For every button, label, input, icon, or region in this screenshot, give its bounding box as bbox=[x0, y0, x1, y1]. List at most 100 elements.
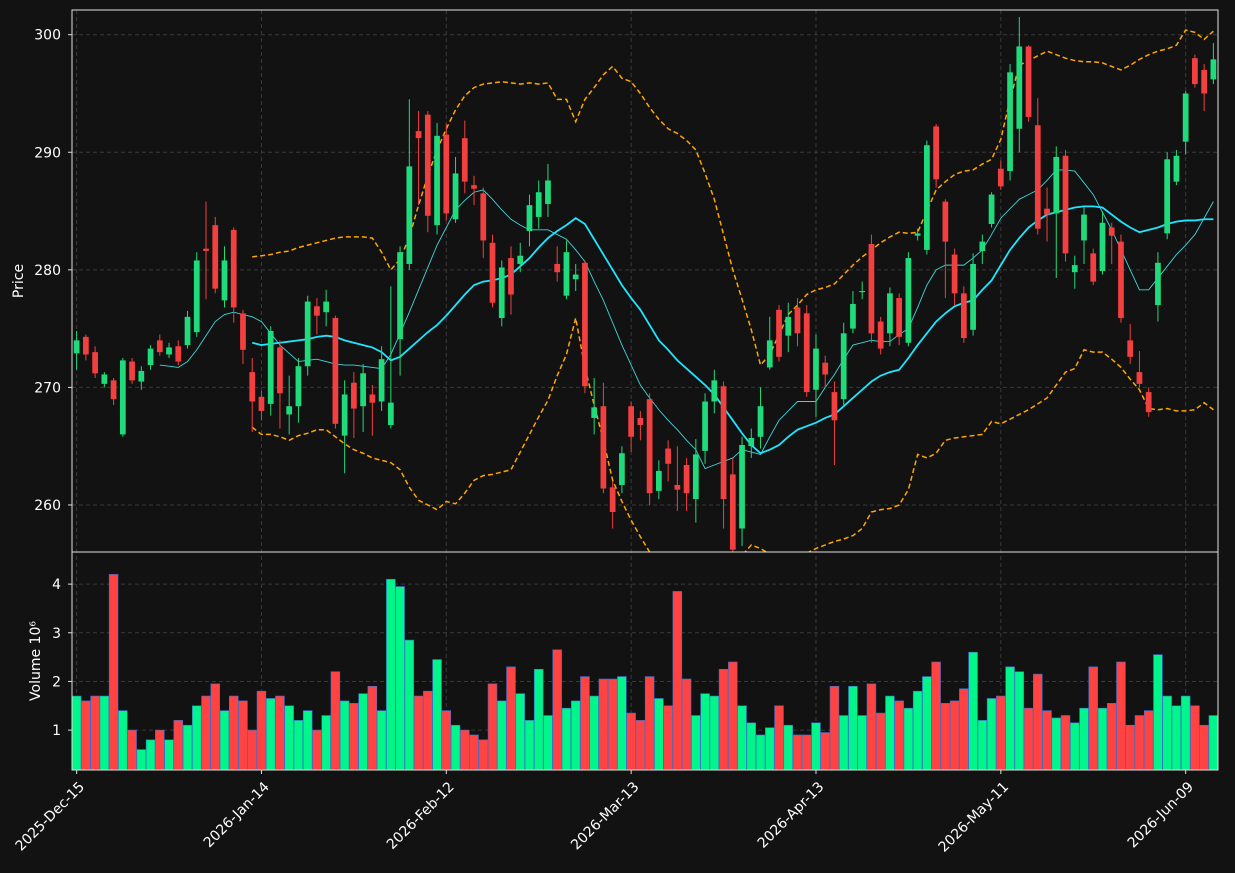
volume-bar bbox=[949, 700, 960, 770]
volume-bar bbox=[192, 705, 202, 770]
volume-bar bbox=[801, 734, 812, 770]
candle-body bbox=[424, 114, 431, 216]
candle-body bbox=[831, 392, 838, 421]
candle-body bbox=[230, 229, 237, 308]
candle-body bbox=[221, 260, 228, 301]
volume-bar bbox=[441, 710, 452, 770]
candle-body bbox=[369, 394, 376, 403]
volume-bar bbox=[746, 722, 757, 770]
volume-bar bbox=[1199, 724, 1209, 770]
volume-bar bbox=[931, 661, 941, 770]
candle-body bbox=[683, 464, 690, 494]
volume-bar bbox=[848, 686, 858, 770]
volume-bar bbox=[1088, 666, 1098, 770]
volume-bar bbox=[1208, 715, 1218, 770]
volume-bar bbox=[737, 705, 747, 770]
candle-body bbox=[489, 242, 496, 303]
volume-bar bbox=[700, 693, 710, 770]
candle-body bbox=[933, 126, 939, 180]
candle-body bbox=[628, 406, 635, 437]
candle-body bbox=[286, 406, 293, 415]
candle-body bbox=[739, 445, 745, 529]
volume-bar bbox=[155, 729, 165, 770]
volume-bar bbox=[996, 695, 1006, 770]
y-tick-label: 2 bbox=[52, 674, 61, 690]
candle-body bbox=[406, 166, 413, 264]
volume-bar bbox=[1153, 654, 1163, 770]
volume-bar bbox=[339, 700, 350, 770]
volume-bar bbox=[811, 722, 821, 770]
candle-body bbox=[572, 274, 579, 280]
volume-bar bbox=[238, 700, 248, 770]
candle-body bbox=[156, 340, 163, 353]
candle-body bbox=[1155, 262, 1161, 306]
candle-body bbox=[378, 359, 385, 402]
volume-bar bbox=[376, 710, 387, 770]
candle-body bbox=[332, 318, 339, 424]
volume-bar bbox=[912, 690, 923, 770]
candle-body bbox=[249, 372, 256, 402]
volume-bar bbox=[820, 732, 830, 770]
volume-bar bbox=[968, 651, 978, 770]
volume-bar bbox=[1143, 710, 1154, 770]
volume-bar bbox=[72, 695, 82, 770]
volume-bar bbox=[1190, 705, 1200, 770]
candle-body bbox=[498, 267, 505, 319]
volume-bar bbox=[99, 695, 110, 770]
volume-bar bbox=[1060, 715, 1071, 770]
candle-body bbox=[822, 362, 829, 375]
volume-bar bbox=[1162, 695, 1172, 770]
candle-body bbox=[387, 402, 394, 426]
volume-bar bbox=[570, 700, 581, 770]
candle-body bbox=[526, 205, 533, 232]
volume-bar bbox=[691, 715, 701, 770]
volume-bar bbox=[524, 720, 535, 770]
overlay-line bbox=[251, 205, 1214, 455]
candle-body bbox=[785, 316, 792, 336]
volume-bar bbox=[182, 724, 193, 770]
volume-bar bbox=[302, 710, 313, 770]
volume-bar bbox=[173, 720, 184, 770]
volume-plot bbox=[72, 574, 1218, 770]
volume-bar bbox=[959, 688, 969, 770]
candle-body bbox=[646, 399, 653, 494]
candle-body bbox=[720, 386, 727, 500]
candle-body bbox=[960, 293, 967, 339]
volume-bar bbox=[1070, 722, 1080, 770]
candle-body bbox=[314, 306, 320, 316]
candle-body bbox=[360, 373, 366, 407]
volume-bar bbox=[903, 707, 914, 770]
volume-bar bbox=[533, 668, 544, 770]
candle-body bbox=[166, 347, 172, 355]
volume-bar bbox=[1180, 695, 1191, 770]
candle-body bbox=[110, 380, 117, 400]
y-tick-label: 3 bbox=[52, 626, 61, 642]
volume-frame bbox=[71, 551, 1219, 771]
candle-body bbox=[840, 333, 847, 400]
candle-body bbox=[1071, 265, 1078, 273]
volume-bar bbox=[857, 715, 867, 770]
volume-bar bbox=[783, 724, 793, 770]
volume-bar bbox=[358, 693, 368, 770]
volume-bar bbox=[515, 693, 525, 770]
candle-body bbox=[138, 370, 145, 382]
volume-bar bbox=[127, 729, 137, 770]
volume-bar bbox=[1097, 707, 1108, 770]
volume-bar bbox=[617, 676, 627, 770]
volume-bar bbox=[293, 720, 304, 770]
candle-body bbox=[1016, 46, 1023, 129]
volume-bar bbox=[469, 734, 479, 770]
volume-bar bbox=[1023, 707, 1034, 770]
candle-body bbox=[295, 366, 302, 407]
candle-body bbox=[1201, 69, 1208, 94]
candle-body bbox=[582, 262, 588, 387]
candle-body bbox=[480, 193, 487, 241]
y-tick-label: 300 bbox=[34, 28, 61, 44]
candle-body bbox=[147, 348, 154, 366]
candle-body bbox=[508, 258, 514, 295]
candle-body bbox=[452, 173, 459, 220]
candle-body bbox=[702, 401, 708, 451]
volume-bar bbox=[219, 710, 230, 770]
candle-body bbox=[951, 254, 958, 294]
